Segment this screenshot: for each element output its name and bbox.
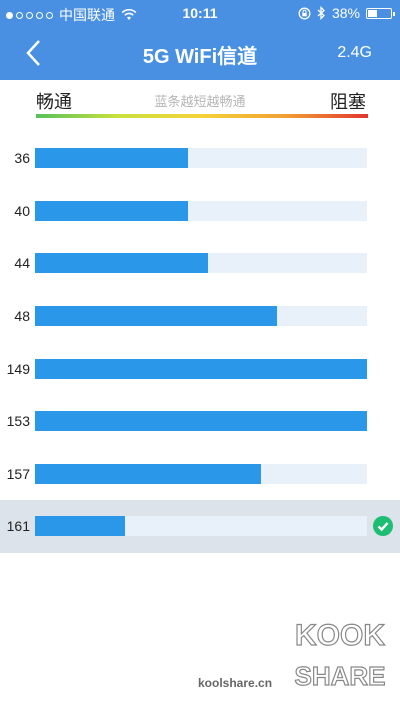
- battery-percent: 38%: [331, 5, 360, 21]
- legend-gradient-bar: [36, 114, 368, 118]
- legend-blocked-label: 阻塞: [330, 92, 366, 112]
- channel-track: [35, 358, 367, 379]
- channel-label: 161: [6, 518, 30, 535]
- page-title: 5G WiFi信道: [142, 46, 258, 68]
- channel-track: [35, 253, 367, 274]
- channel-track: [35, 200, 367, 221]
- channel-usage-bar: [35, 516, 125, 537]
- channel-label: 149: [6, 360, 30, 377]
- signal-dot: [46, 11, 53, 19]
- channel-track: [35, 148, 367, 169]
- channel-row[interactable]: 48: [0, 290, 400, 343]
- channel-label: 44: [14, 255, 30, 272]
- channel-track: [35, 516, 367, 537]
- signal-dot: [26, 11, 33, 19]
- header: 中国联通 10:11 38% 5G WiFi信道 2.4G: [0, 0, 400, 80]
- logo-top-text: KOOK: [295, 619, 385, 652]
- bluetooth-icon: [317, 6, 325, 20]
- channel-row[interactable]: 153: [0, 395, 400, 448]
- channel-row[interactable]: 36: [0, 132, 400, 185]
- koolshare-logo: KOOK SHARE: [294, 618, 386, 691]
- status-bar: 中国联通 10:11 38%: [0, 0, 400, 26]
- battery-icon: [366, 7, 395, 19]
- status-right: 38%: [298, 5, 395, 21]
- status-left: 中国联通: [6, 5, 137, 25]
- channel-usage-bar: [35, 253, 208, 274]
- nav-bar: 5G WiFi信道 2.4G: [0, 26, 400, 80]
- channel-usage-bar: [35, 200, 188, 221]
- selected-check-icon: [373, 516, 393, 537]
- channel-row[interactable]: 157: [0, 448, 400, 501]
- channel-label: 48: [14, 308, 30, 325]
- watermark-url: koolshare.cn: [198, 676, 273, 690]
- channel-usage-bar: [35, 306, 278, 327]
- channel-row[interactable]: 40: [0, 185, 400, 238]
- channel-row[interactable]: 149: [0, 342, 400, 395]
- channel-usage-bar: [35, 148, 188, 169]
- carrier-name: 中国联通: [59, 7, 115, 23]
- chevron-left-icon[interactable]: [20, 36, 50, 70]
- status-time: 10:11: [182, 5, 218, 21]
- channel-label: 157: [6, 465, 30, 482]
- congestion-legend: 畅通 蓝条越短越畅通 阻塞: [0, 80, 400, 120]
- channel-row[interactable]: 44: [0, 237, 400, 290]
- channel-usage-bar: [35, 411, 367, 432]
- channel-list: 36 40 44 48 149 153 157 161: [0, 132, 400, 553]
- battery-level: [368, 9, 377, 17]
- channel-track: [35, 463, 367, 484]
- legend-clear-label: 畅通: [36, 92, 72, 112]
- signal-dot: [16, 11, 23, 19]
- wifi-icon: [121, 9, 137, 20]
- channel-usage-bar: [35, 463, 261, 484]
- channel-label: 153: [6, 413, 30, 430]
- rotation-lock-icon: [298, 7, 311, 19]
- signal-strength-icon: [6, 11, 53, 19]
- channel-track: [35, 306, 367, 327]
- channel-label: 36: [14, 150, 30, 167]
- channel-label: 40: [14, 202, 30, 219]
- signal-dot: [36, 11, 43, 19]
- channel-row[interactable]: 161: [0, 500, 400, 553]
- channel-track: [35, 411, 367, 432]
- channel-usage-bar: [35, 358, 367, 379]
- legend-hint: 蓝条越短越畅通: [154, 94, 246, 109]
- band-switch-button[interactable]: 2.4G: [337, 44, 372, 61]
- signal-dot: [6, 11, 13, 19]
- logo-bottom-text: SHARE: [294, 661, 385, 691]
